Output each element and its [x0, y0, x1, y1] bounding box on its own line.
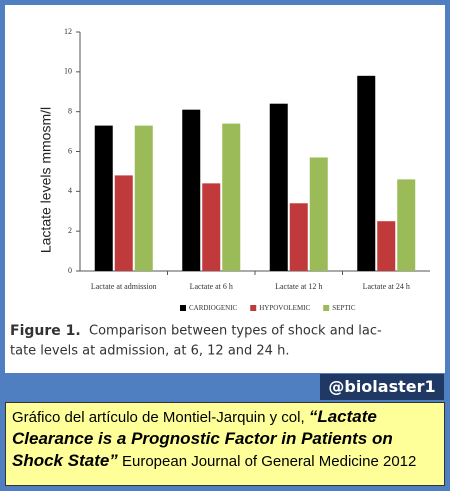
x-tick-label: Lactate at 6 h: [190, 282, 233, 291]
y-tick-label: 2: [68, 226, 72, 235]
bar: [134, 125, 153, 271]
credit-title: “Lactate Clearance is a Prognostic Facto…: [12, 407, 393, 470]
legend-swatch: [323, 305, 330, 311]
bar: [397, 179, 416, 271]
legend-label: HYPOVOLEMIC: [259, 304, 310, 312]
x-tick-label: Lactate at admission: [91, 282, 157, 291]
bar: [202, 183, 221, 271]
bar: [222, 123, 241, 271]
credit: Gráfico del artículo de Montiel-Jarquin …: [5, 402, 445, 486]
legend-label: CARDIOGENIC: [189, 304, 238, 312]
y-tick-label: 8: [68, 106, 72, 115]
x-tick-label: Lactate at 24 h: [363, 282, 410, 291]
bar: [114, 175, 133, 271]
y-axis-label: Lactate levels mmosm/l: [38, 107, 54, 253]
bar: [309, 157, 328, 271]
legend-swatch: [250, 305, 257, 311]
credit-source: European Journal of General Medicine 201…: [117, 453, 417, 470]
y-tick-label: 0: [68, 266, 72, 275]
y-tick-label: 10: [64, 67, 72, 76]
x-tick-label: Lactate at 12 h: [275, 282, 322, 291]
bar: [377, 221, 396, 271]
caption-line: tate levels at admission, at 6, 12 and 2…: [10, 344, 289, 359]
chart-panel: Lactate levels mmosm/l Figure 1. Compari…: [5, 5, 445, 373]
chart: Lactate levels mmosm/l Figure 1. Compari…: [10, 27, 430, 359]
bar: [357, 75, 376, 271]
bar: [289, 203, 308, 271]
legend-label: SEPTIC: [332, 304, 356, 312]
y-tick-label: 4: [68, 186, 72, 195]
bar: [94, 125, 113, 271]
y-tick-label: 12: [64, 27, 72, 36]
bar: [269, 103, 288, 271]
caption-line: Comparison between types of shock and la…: [89, 324, 382, 339]
handle: @biolaster1: [320, 374, 444, 400]
credit-intro: Gráfico del artículo de Montiel-Jarquin …: [12, 409, 309, 426]
caption-label: Figure 1.: [10, 323, 81, 339]
bar: [182, 109, 201, 271]
y-tick-label: 6: [68, 146, 72, 155]
legend-swatch: [180, 305, 186, 311]
